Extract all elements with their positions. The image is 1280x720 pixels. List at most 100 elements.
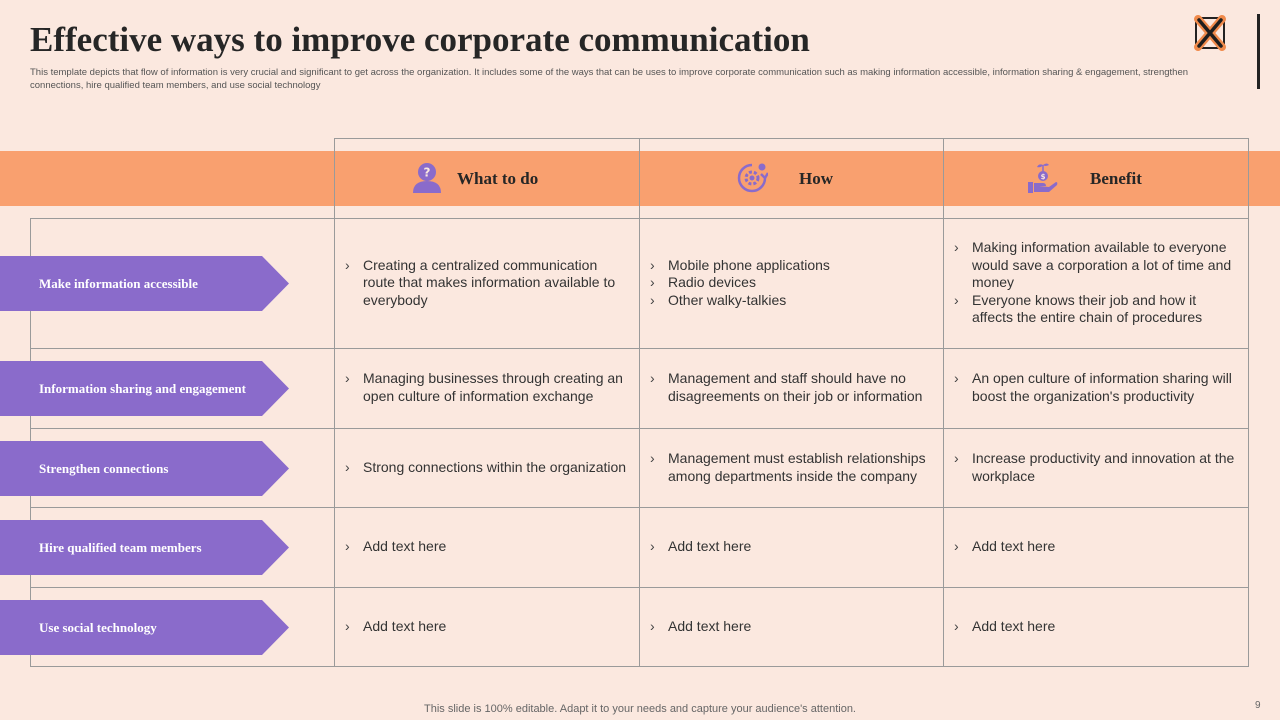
row-label-arrow: Use social technology bbox=[0, 600, 289, 655]
table-cell-what: › Add text here bbox=[345, 507, 630, 587]
row-label-arrow: Hire qualified team members bbox=[0, 520, 289, 575]
chevron-right-icon: › bbox=[650, 370, 655, 387]
row-label-arrow: Strengthen connections bbox=[0, 441, 289, 496]
bullet-item: › Increase productivity and innovation at… bbox=[954, 450, 1239, 485]
bullet-text: An open culture of information sharing w… bbox=[972, 370, 1232, 404]
table-cell-benefit: › Add text here bbox=[954, 507, 1239, 587]
bullet-item: › Strong connections within the organizat… bbox=[345, 459, 630, 477]
table-cell-how: › Mobile phone applications › Radio device… bbox=[650, 218, 935, 348]
table-cell-benefit: › Making information available to everyon… bbox=[954, 218, 1239, 348]
slide-footer: This slide is 100% editable. Adapt it to… bbox=[424, 703, 856, 715]
chevron-right-icon: › bbox=[650, 538, 655, 555]
bullet-item: › Add text here bbox=[650, 538, 935, 556]
chevron-right-icon: › bbox=[650, 617, 655, 634]
chevron-right-icon: › bbox=[954, 291, 959, 308]
column-header-how: How bbox=[639, 151, 943, 206]
slide-subtitle: This template depicts that flow of infor… bbox=[30, 67, 1189, 91]
chevron-right-icon: › bbox=[345, 617, 350, 634]
bullet-text: Add text here bbox=[363, 538, 447, 555]
grid-line-v1 bbox=[334, 138, 335, 666]
chevron-right-icon: › bbox=[954, 370, 959, 387]
bullet-item: › Radio devices bbox=[650, 274, 935, 292]
grid-line-v3 bbox=[943, 138, 944, 666]
grid-line-h1 bbox=[30, 348, 1249, 349]
bullet-text: Add text here bbox=[363, 617, 447, 634]
grid-line-h4 bbox=[30, 587, 1249, 588]
person-question-icon: ? bbox=[413, 163, 441, 193]
chevron-right-icon: › bbox=[954, 617, 959, 634]
close-x-logo-icon bbox=[1194, 15, 1226, 51]
chevron-right-icon: › bbox=[954, 239, 959, 256]
chevron-right-icon: › bbox=[954, 538, 959, 555]
bullet-text: Increase productivity and innovation at … bbox=[972, 449, 1235, 484]
bullet-text: Managing businesses through creating an … bbox=[363, 370, 623, 404]
chevron-right-icon: › bbox=[345, 458, 350, 475]
chevron-right-icon: › bbox=[650, 256, 655, 273]
table-cell-what: › Add text here bbox=[345, 587, 630, 666]
table-cell-how: › Management must establish relationships… bbox=[650, 428, 935, 507]
bullet-item: › Add text here bbox=[954, 618, 1239, 636]
hand-money-plant-icon: $ bbox=[1028, 163, 1058, 193]
table-cell-what: › Creating a centralized communication ro… bbox=[345, 218, 630, 348]
table-cell-how: › Management and staff should have no dis… bbox=[650, 348, 935, 428]
bullet-item: › Managing businesses through creating an… bbox=[345, 370, 630, 405]
bullet-text: Everyone knows their job and how it affe… bbox=[972, 291, 1203, 326]
column-header-what: ? What to do bbox=[334, 151, 639, 206]
bullet-text: Add text here bbox=[668, 617, 752, 634]
bullet-item: › Creating a centralized communication ro… bbox=[345, 257, 630, 310]
table-cell-benefit: › Add text here bbox=[954, 587, 1239, 666]
gear-cycle-icon bbox=[737, 163, 768, 193]
bullet-item: › Management must establish relationships… bbox=[650, 450, 935, 485]
row-label: Information sharing and engagement bbox=[39, 380, 246, 396]
bullet-text: Strong connections within the organizati… bbox=[363, 458, 627, 475]
chevron-right-icon: › bbox=[345, 538, 350, 555]
row-label: Make information accessible bbox=[39, 275, 198, 291]
bullet-item: › Add text here bbox=[345, 618, 630, 636]
chevron-right-icon: › bbox=[650, 291, 655, 308]
slide-title: Effective ways to improve corporate comm… bbox=[30, 20, 810, 59]
bullet-text: Add text here bbox=[972, 538, 1056, 555]
table-cell-benefit: › An open culture of information sharing … bbox=[954, 348, 1239, 428]
table-cell-what: › Strong connections within the organizat… bbox=[345, 428, 630, 507]
bullet-item: › Management and staff should have no dis… bbox=[650, 370, 935, 405]
grid-top-line bbox=[334, 138, 1249, 139]
row-label: Hire qualified team members bbox=[39, 539, 202, 555]
row-label-arrow: Information sharing and engagement bbox=[0, 361, 289, 416]
bullet-item: › Making information available to everyon… bbox=[954, 239, 1239, 292]
column-header-label: Benefit bbox=[1090, 169, 1142, 188]
bullet-text: Mobile phone applications bbox=[668, 256, 830, 273]
chevron-right-icon: › bbox=[345, 370, 350, 387]
title-accent-line bbox=[1257, 14, 1260, 89]
svg-text:?: ? bbox=[424, 166, 431, 180]
grid-line-v4 bbox=[1248, 138, 1249, 666]
header-band bbox=[0, 151, 1280, 206]
row-label-arrow: Make information accessible bbox=[0, 256, 289, 311]
table-cell-what: › Managing businesses through creating an… bbox=[345, 348, 630, 428]
bullet-text: Management and staff should have no disa… bbox=[668, 370, 923, 404]
bullet-item: › Add text here bbox=[650, 618, 935, 636]
bullet-item: › Mobile phone applications bbox=[650, 257, 935, 275]
row-label: Strengthen connections bbox=[39, 460, 169, 476]
grid-line-h0 bbox=[30, 218, 1249, 219]
bullet-text: Making information available to everyone… bbox=[972, 239, 1232, 291]
chevron-right-icon: › bbox=[650, 274, 655, 291]
table-cell-benefit: › Increase productivity and innovation at… bbox=[954, 428, 1239, 507]
bullet-text: Add text here bbox=[972, 617, 1056, 634]
bullet-text: Management must establish relationships … bbox=[668, 449, 926, 484]
bullet-item: › An open culture of information sharing … bbox=[954, 370, 1239, 405]
row-label: Use social technology bbox=[39, 619, 157, 635]
chevron-right-icon: › bbox=[345, 256, 350, 273]
grid-line-v2 bbox=[639, 138, 640, 666]
column-header-benefit: $ Benefit bbox=[943, 151, 1248, 206]
bullet-text: Creating a centralized communication rou… bbox=[363, 256, 616, 308]
grid-line-h5 bbox=[30, 666, 1249, 667]
bullet-text: Add text here bbox=[668, 538, 752, 555]
table-cell-how: › Add text here bbox=[650, 507, 935, 587]
bullet-item: › Other walky-talkies bbox=[650, 292, 935, 310]
bullet-text: Radio devices bbox=[668, 274, 756, 291]
bullet-text: Other walky-talkies bbox=[668, 291, 787, 308]
chevron-right-icon: › bbox=[650, 449, 655, 466]
column-header-label: What to do bbox=[457, 169, 539, 188]
grid-line-h2 bbox=[30, 428, 1249, 429]
table-cell-how: › Add text here bbox=[650, 587, 935, 666]
